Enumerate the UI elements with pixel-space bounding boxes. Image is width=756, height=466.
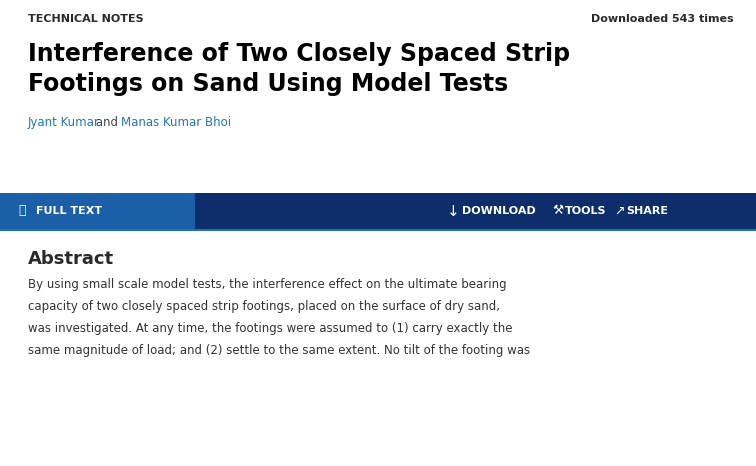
Text: TECHNICAL NOTES: TECHNICAL NOTES bbox=[28, 14, 144, 24]
FancyBboxPatch shape bbox=[195, 193, 756, 229]
Text: was investigated. At any time, the footings were assumed to (1) carry exactly th: was investigated. At any time, the footi… bbox=[28, 322, 513, 335]
Text: DOWNLOAD: DOWNLOAD bbox=[462, 206, 536, 216]
Text: capacity of two closely spaced strip footings, placed on the surface of dry sand: capacity of two closely spaced strip foo… bbox=[28, 300, 500, 313]
Text: 🗎: 🗎 bbox=[18, 205, 26, 218]
Text: FULL TEXT: FULL TEXT bbox=[36, 206, 102, 216]
Text: Jyant Kumar: Jyant Kumar bbox=[28, 116, 100, 129]
Text: Interference of Two Closely Spaced Strip: Interference of Two Closely Spaced Strip bbox=[28, 42, 570, 66]
Text: Footings on Sand Using Model Tests: Footings on Sand Using Model Tests bbox=[28, 72, 508, 96]
Text: ↓: ↓ bbox=[447, 204, 460, 219]
Text: TOOLS: TOOLS bbox=[565, 206, 606, 216]
Text: and: and bbox=[91, 116, 122, 129]
Text: SHARE: SHARE bbox=[626, 206, 668, 216]
Text: Abstract: Abstract bbox=[28, 250, 114, 268]
Text: ⚒: ⚒ bbox=[552, 205, 563, 218]
Text: Manas Kumar Bhoi: Manas Kumar Bhoi bbox=[121, 116, 231, 129]
Text: same magnitude of load; and (2) settle to the same extent. No tilt of the footin: same magnitude of load; and (2) settle t… bbox=[28, 344, 530, 357]
FancyBboxPatch shape bbox=[0, 193, 195, 229]
Text: ↗: ↗ bbox=[614, 205, 624, 218]
Text: Downloaded 543 times: Downloaded 543 times bbox=[591, 14, 734, 24]
Text: By using small scale model tests, the interference effect on the ultimate bearin: By using small scale model tests, the in… bbox=[28, 278, 507, 291]
